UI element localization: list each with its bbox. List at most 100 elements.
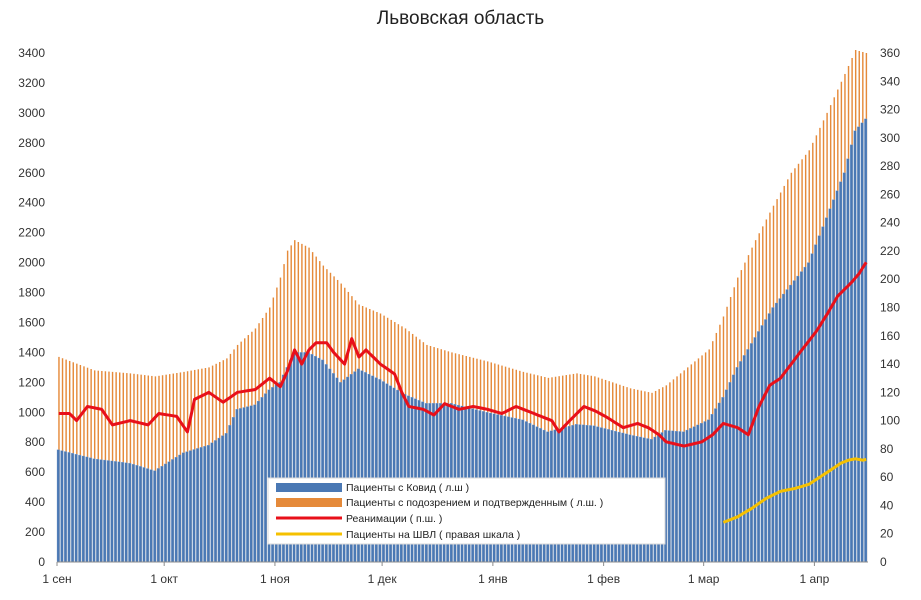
y-right-tick-label: 120 [880, 385, 900, 399]
y-right-tick-label: 160 [880, 329, 900, 343]
covid-bar [857, 126, 861, 563]
covid-bar [60, 450, 64, 563]
covid-bar [732, 374, 735, 563]
covid-bar [674, 431, 678, 563]
covid-bar [728, 382, 732, 563]
covid-bar [835, 190, 839, 563]
chart-title: Львовская область [376, 8, 545, 29]
covid-bar [860, 122, 864, 563]
covid-bar [224, 433, 228, 563]
covid-bar [742, 355, 746, 563]
y-left-tick-label: 600 [25, 465, 45, 479]
covid-bar [74, 454, 78, 563]
covid-bar [746, 349, 750, 563]
suspected-bar [154, 376, 157, 562]
y-left-tick-label: 2400 [18, 196, 45, 210]
covid-bar [685, 429, 689, 563]
x-tick-label: 1 апр [799, 572, 829, 586]
covid-bar [724, 389, 728, 563]
covid-bar [114, 461, 117, 563]
covid-bar [771, 307, 775, 563]
covid-bar [828, 208, 832, 563]
y-left-tick-label: 400 [25, 495, 45, 509]
y-left-tick-label: 1000 [18, 405, 45, 419]
y-left-tick-label: 3400 [18, 46, 45, 60]
covid-bar [156, 468, 160, 563]
covid-bar [149, 469, 153, 563]
covid-bar [189, 450, 192, 563]
covid-bar [231, 417, 235, 563]
covid-bar [817, 235, 821, 563]
covid-bar [864, 118, 868, 563]
covid-bar [810, 253, 814, 563]
y-right-tick-label: 360 [880, 46, 900, 60]
covid-bar [67, 452, 71, 563]
legend-covid-swatch [276, 483, 342, 492]
covid-bar [253, 404, 257, 563]
x-tick-label: 1 окт [150, 572, 178, 586]
covid-bar [63, 451, 67, 563]
covid-bar [235, 409, 239, 563]
covid-bar [846, 158, 850, 563]
covid-bar [85, 456, 89, 563]
covid-bar [821, 226, 825, 563]
covid-bar [110, 460, 114, 563]
covid-bar [749, 343, 753, 563]
y-right-tick-label: 60 [880, 470, 894, 484]
y-left-tick-label: 1200 [18, 375, 45, 389]
y-left-tick-label: 1800 [18, 286, 45, 300]
y-left-tick-label: 1600 [18, 315, 45, 329]
covid-bar [739, 361, 743, 563]
axes-layer: 0200400600800100012001400160018002000220… [18, 46, 900, 586]
y-right-tick-label: 100 [880, 414, 900, 428]
covid-bar [796, 275, 800, 563]
covid-bar [699, 423, 703, 563]
covid-bar [807, 262, 810, 563]
covid-bar [753, 337, 757, 563]
covid-bar [146, 468, 150, 563]
y-left-tick-label: 2000 [18, 256, 45, 270]
covid-bar [217, 437, 221, 563]
covid-bar [174, 457, 178, 563]
covid-bar [792, 280, 796, 563]
y-right-tick-label: 240 [880, 216, 900, 230]
covid-bar [214, 440, 217, 563]
covid-bar [185, 451, 189, 563]
covid-bar [682, 431, 685, 563]
covid-bar [678, 431, 682, 563]
y-left-tick-label: 2800 [18, 136, 45, 150]
covid-bar [103, 459, 107, 563]
y-right-tick-label: 300 [880, 131, 900, 145]
covid-bar [689, 428, 693, 563]
y-right-tick-label: 20 [880, 527, 894, 541]
covid-bar [135, 465, 139, 563]
covid-bar [735, 367, 739, 563]
legend-vent-label: Пациенты на ШВЛ ( правая шкала ) [346, 529, 520, 541]
covid-bar [839, 181, 843, 563]
covid-bar [760, 325, 764, 563]
covid-bar [210, 442, 214, 563]
covid-bar [203, 446, 207, 563]
covid-bar [696, 424, 700, 563]
y-right-tick-label: 40 [880, 498, 894, 512]
legend-suspected-label: Пациенты с подозрением и подтвержденным … [346, 497, 603, 509]
y-right-tick-label: 0 [880, 555, 887, 569]
covid-bar [99, 459, 103, 563]
covid-bar [181, 452, 185, 563]
y-left-tick-label: 1400 [18, 345, 45, 359]
y-right-tick-label: 140 [880, 357, 900, 371]
covid-bar [242, 407, 246, 563]
covid-bar [124, 462, 128, 563]
covid-bar [199, 447, 203, 563]
covid-bar [803, 266, 807, 563]
x-tick-label: 1 ноя [260, 572, 290, 586]
legend: Пациенты с Ковид ( л.ш ) Пациенты с подо… [267, 477, 666, 545]
covid-bar [249, 405, 253, 563]
covid-bar [92, 458, 96, 563]
x-tick-label: 1 дек [368, 572, 398, 586]
covid-bar [764, 319, 768, 563]
y-right-tick-label: 340 [880, 74, 900, 88]
covid-bar [142, 467, 146, 563]
x-tick-label: 1 фев [587, 572, 620, 586]
y-right-tick-label: 320 [880, 103, 900, 117]
